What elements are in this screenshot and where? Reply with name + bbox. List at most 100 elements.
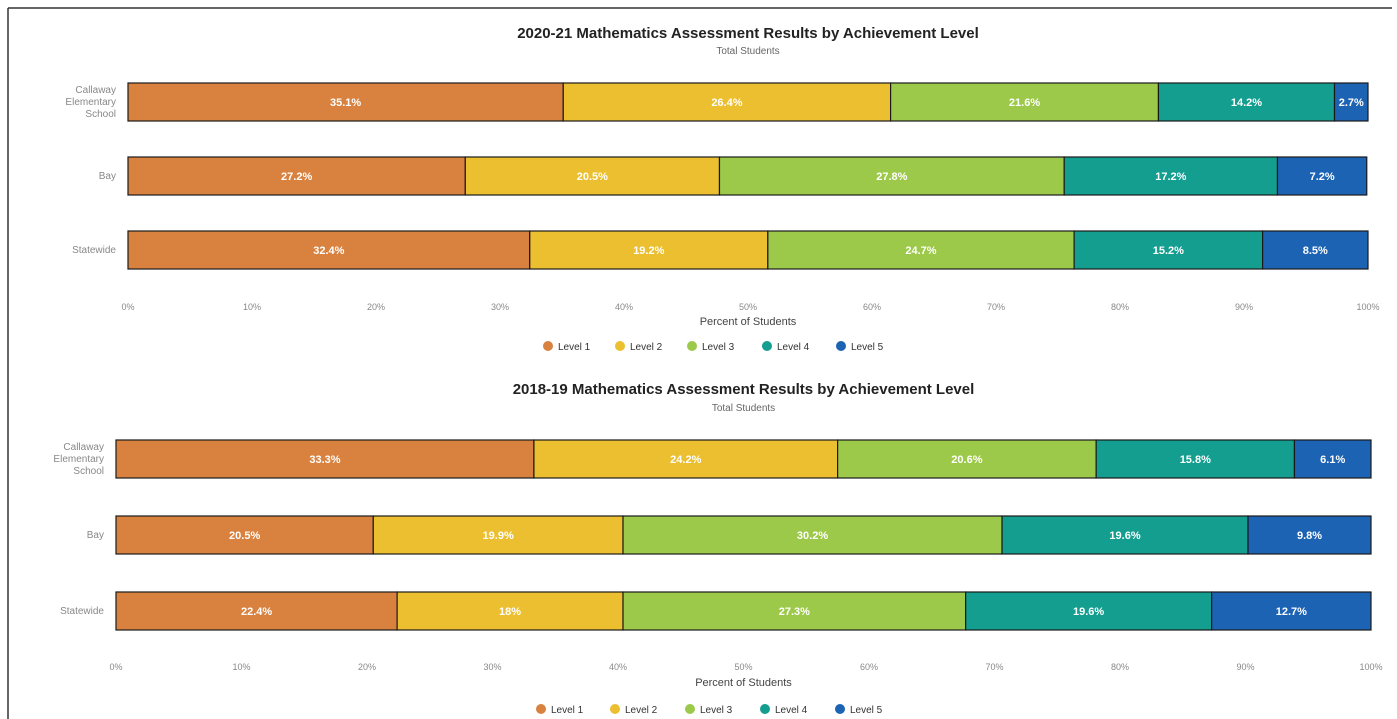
x-axis-title: Percent of Students [700,316,797,328]
bar-value-label: 33.3% [309,454,340,466]
bar-value-label: 19.2% [633,245,664,257]
legend-marker [543,341,553,351]
legend-marker [762,341,772,351]
legend-label: Level 2 [630,342,663,353]
bar-value-label: 27.8% [876,171,907,183]
x-tick-label: 10% [232,662,250,672]
bar-value-label: 27.3% [779,606,810,618]
x-tick-label: 20% [358,662,376,672]
legend-item[interactable]: Level 4 [762,341,810,353]
bar-segment-level-3 [837,439,1097,479]
x-axis-title: Percent of Students [695,677,792,689]
bar-segment-level-1 [127,82,564,122]
bar-value-label: 8.5% [1303,245,1328,257]
legend-item[interactable]: Level 3 [687,341,735,353]
legend-marker [760,704,770,714]
x-tick-label: 60% [860,662,878,672]
legend-item[interactable]: Level 3 [685,704,733,716]
bar-segment-level-3 [718,156,1065,196]
bar-value-label: 17.2% [1155,171,1186,183]
legend-item[interactable]: Level 4 [760,704,808,716]
bar-segment-level-3 [622,515,1003,555]
bar-value-label: 32.4% [313,245,344,257]
x-tick-label: 90% [1235,302,1253,312]
legend-label: Level 3 [700,705,733,716]
bar-value-label: 2.7% [1339,97,1364,109]
x-tick-label: 90% [1236,662,1254,672]
bar-segment-level-2 [529,230,769,270]
bar-segment-level-3 [889,82,1160,122]
bar-segment-level-1 [127,230,531,270]
legend-marker [687,341,697,351]
bar-value-label: 27.2% [281,171,312,183]
bar-value-label: 18% [499,606,521,618]
category-label: Statewide [72,245,116,256]
x-tick-label: 20% [367,302,385,312]
bar-segment-level-2 [464,156,721,196]
x-tick-label: 100% [1359,662,1382,672]
chart-subtitle: Total Students [716,46,779,57]
legend: Level 1 Level 2 Level 3 Level 4 Level 5 [536,704,883,716]
legend-label: Level 5 [850,705,883,716]
bar-value-label: 15.2% [1153,245,1184,257]
bar-segment-level-1 [115,591,398,631]
bar-segment-level-4 [1073,230,1264,270]
chart-title: 2020-21 Mathematics Assessment Results b… [517,25,979,42]
legend-marker [685,704,695,714]
bar-value-label: 30.2% [797,530,828,542]
bar-segment-level-4 [1157,82,1336,122]
category-label: Bay [87,530,104,541]
legend-marker [836,341,846,351]
legend-item[interactable]: Level 1 [536,704,584,716]
category-label: Bay [99,171,116,182]
bar-segment-level-5 [1333,82,1369,122]
bar-value-label: 20.5% [229,530,260,542]
legend-label: Level 2 [625,705,658,716]
bar-value-label: 12.7% [1276,606,1307,618]
bar-segment-level-2 [396,591,624,631]
x-tick-label: 100% [1356,302,1379,312]
bar-value-label: 24.7% [905,245,936,257]
legend-label: Level 1 [558,342,591,353]
chart-title: 2018-19 Mathematics Assessment Results b… [513,381,975,398]
bar-value-label: 15.8% [1180,454,1211,466]
legend-marker [610,704,620,714]
bar-segment-level-4 [1063,156,1279,196]
bar-value-label: 6.1% [1320,454,1345,466]
category-label: Statewide [60,606,104,617]
bar-segment-level-5 [1211,591,1372,631]
legend-item[interactable]: Level 1 [543,341,591,353]
legend-label: Level 5 [851,342,884,353]
x-tick-label: 0% [121,302,134,312]
legend-label: Level 3 [702,342,735,353]
x-tick-label: 10% [243,302,261,312]
category-label: Callaway Elementary School [65,85,116,120]
bar-segment-level-2 [372,515,624,555]
bar-segment-level-5 [1276,156,1368,196]
legend-label: Level 4 [777,342,810,353]
bar-segment-level-1 [127,156,466,196]
bar-segment-level-2 [533,439,839,479]
legend-item[interactable]: Level 5 [835,704,883,716]
legend-item[interactable]: Level 5 [836,341,884,353]
legend-marker [615,341,625,351]
bar-value-label: 20.5% [577,171,608,183]
bar-value-label: 19.6% [1109,530,1140,542]
x-tick-label: 40% [609,662,627,672]
bar-value-label: 20.6% [951,454,982,466]
legend: Level 1 Level 2 Level 3 Level 4 Level 5 [543,341,884,353]
legend-item[interactable]: Level 2 [610,704,658,716]
bar-segment-level-4 [1001,515,1249,555]
legend-item[interactable]: Level 2 [615,341,663,353]
x-tick-label: 30% [483,662,501,672]
category-label: Callaway Elementary School [53,442,104,477]
bar-segment-level-1 [115,439,535,479]
bar-segment-level-5 [1247,515,1372,555]
x-tick-label: 50% [739,302,757,312]
bar-segment-level-5 [1293,439,1372,479]
bar-segment-level-2 [562,82,892,122]
bar-segment-level-1 [115,515,374,555]
bar-value-label: 22.4% [241,606,272,618]
bar-value-label: 9.8% [1297,530,1322,542]
